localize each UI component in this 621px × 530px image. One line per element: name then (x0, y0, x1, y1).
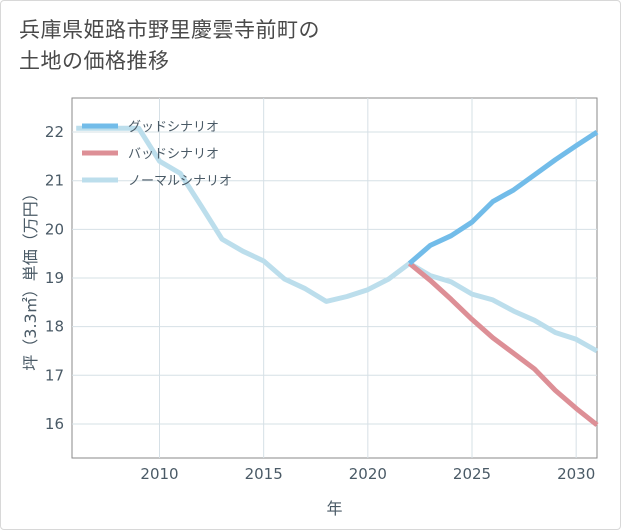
x-axis-label: 年 (326, 499, 342, 518)
y-tick-label: 18 (45, 318, 64, 336)
series-line-1 (407, 261, 599, 427)
chart-title-line1: 兵庫県姫路市野里慶雲寺前町の (19, 18, 320, 42)
y-tick-label: 21 (45, 172, 64, 190)
legend-label: ノーマルシナリオ (128, 174, 232, 189)
legend-label: グッドシナリオ (128, 120, 219, 135)
series-line-0 (407, 130, 599, 266)
y-tick-label: 22 (45, 123, 64, 141)
x-tick-label: 2025 (453, 465, 491, 483)
legend-label: バッドシナリオ (128, 147, 219, 162)
axis-ticks: 2010 2015 2020 2025 2030 16 17 18 19 20 21 22 (45, 123, 595, 483)
x-tick-label: 2020 (349, 465, 387, 483)
y-axis-label: 坪（3.3㎡）単価（万円） (21, 185, 40, 370)
chart-title: 兵庫県姫路市野里慶雲寺前町の 土地の価格推移 (19, 15, 320, 77)
y-tick-label: 16 (45, 415, 64, 433)
y-tick-label: 17 (45, 366, 64, 384)
chart-title-line2: 土地の価格推移 (19, 49, 170, 73)
x-tick-label: 2010 (140, 465, 178, 483)
x-tick-label: 2030 (557, 465, 595, 483)
series-lines (76, 125, 599, 427)
grid-lines (72, 98, 597, 458)
x-tick-label: 2015 (245, 465, 283, 483)
series-line-2 (76, 125, 599, 354)
y-tick-label: 19 (45, 269, 64, 287)
y-tick-label: 20 (45, 220, 64, 238)
